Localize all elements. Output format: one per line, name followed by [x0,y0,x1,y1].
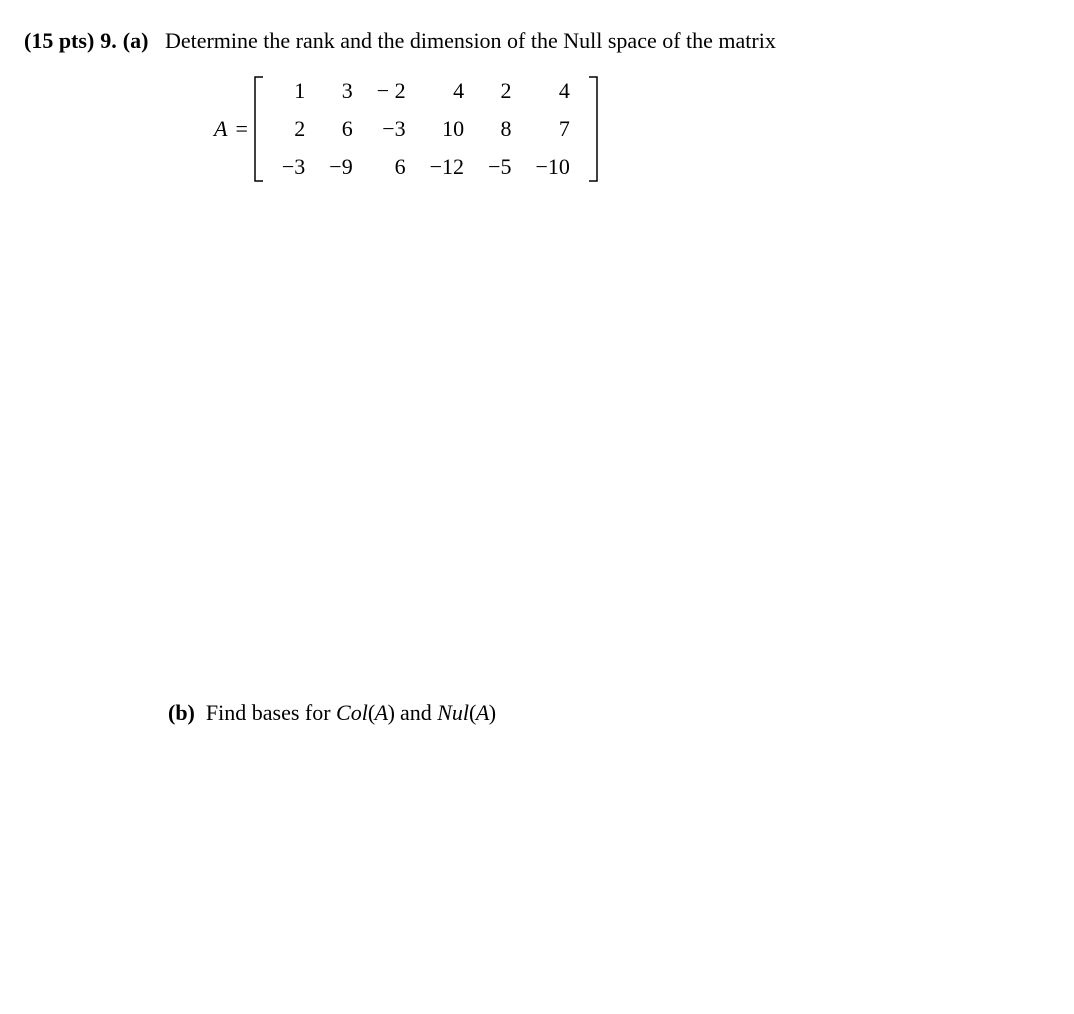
matrix-cell: − 2 [365,72,418,110]
problem-number: 9. [100,28,117,54]
part-b: (b) Find bases for Col(A) and Nul(A) [168,700,1050,726]
right-bracket-icon [586,74,600,184]
matrix-label: A [214,116,227,142]
col-label: Col [336,700,368,725]
matrix-cell: −9 [317,148,364,186]
matrix-cell: −3 [270,148,317,186]
matrix-equation: A = 1 3 − 2 4 2 4 2 6 −3 10 8 7 −3 −9 6 … [214,72,1050,186]
nul-paren: (A) [469,700,496,725]
matrix-cell: −10 [523,148,581,186]
nul-label: Nul [437,700,469,725]
matrix-cell: 7 [523,110,581,148]
matrix-cell: 10 [418,110,476,148]
part-a-text: Determine the rank and the dimension of … [165,28,776,53]
matrix-cell: 8 [476,110,523,148]
part-b-label: (b) [168,700,195,725]
matrix-cell: 2 [270,110,317,148]
matrix-cell: 6 [365,148,418,186]
matrix-body: 1 3 − 2 4 2 4 2 6 −3 10 8 7 −3 −9 6 −12 … [270,72,582,186]
left-bracket-icon [252,74,266,184]
points-label: (15 pts) [24,28,94,54]
part-a-label: (a) [123,28,149,53]
matrix-cell: −5 [476,148,523,186]
matrix-cell: −3 [365,110,418,148]
part-a-group: (a) Determine the rank and the dimension… [123,28,776,54]
matrix-cell: 3 [317,72,364,110]
equals-sign: = [235,116,247,142]
part-b-prefix: Find bases for [206,700,336,725]
and-text: and [394,700,437,725]
matrix-cell: 4 [418,72,476,110]
col-paren: (A) [368,700,395,725]
table-row: −3 −9 6 −12 −5 −10 [270,148,582,186]
matrix-cell: 2 [476,72,523,110]
matrix-cell: 1 [270,72,317,110]
matrix-cell: −12 [418,148,476,186]
matrix-cell: 6 [317,110,364,148]
problem-header: (15 pts) 9. (a) Determine the rank and t… [24,28,1050,54]
table-row: 1 3 − 2 4 2 4 [270,72,582,110]
table-row: 2 6 −3 10 8 7 [270,110,582,148]
matrix-cell: 4 [523,72,581,110]
